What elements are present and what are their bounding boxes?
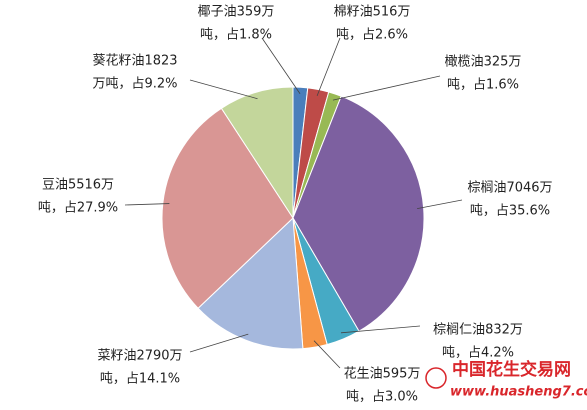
leader-line: [332, 75, 441, 101]
leader-line: [261, 37, 301, 94]
pie-slice: [292, 95, 425, 332]
leader-line: [313, 340, 341, 369]
data-label: 吨，占1.6%: [447, 78, 519, 93]
leader-line: [417, 199, 463, 210]
data-label: 橄榄油325万: [445, 54, 522, 70]
pie-slice: [220, 86, 294, 220]
data-label: 棉籽油516万: [334, 5, 411, 20]
data-label: 万吨，占9.2%: [92, 77, 177, 92]
data-label: 吨，占2.6%: [336, 28, 408, 43]
pie-slice: [197, 216, 304, 350]
data-label: 豆油5516万: [42, 178, 114, 193]
data-label: 菜籽油2790万: [97, 349, 182, 364]
data-label: 花生油595万: [344, 366, 421, 382]
data-label: 吨，占1.8%: [200, 28, 272, 43]
watermark-logo: [425, 367, 447, 389]
leader-line: [316, 37, 341, 97]
leader-line: [189, 79, 258, 100]
data-label: 棕榈油7046万: [467, 181, 552, 196]
leader-line: [189, 333, 249, 353]
data-label: 棕榈仁油832万: [433, 323, 523, 338]
leader-line: [124, 203, 170, 206]
data-label: 吨，占27.9%: [38, 201, 118, 216]
watermark-title: 中国花生交易网: [452, 359, 571, 380]
data-label: 吨，占4.2%: [442, 346, 514, 361]
data-label: 吨，占3.0%: [346, 390, 418, 405]
data-label: 吨，占35.6%: [470, 204, 550, 219]
leader-line: [340, 325, 421, 334]
watermark-url: www.huasheng7.com: [450, 385, 587, 400]
data-label: 吨，占14.1%: [100, 372, 180, 387]
data-label: 椰子油359万: [198, 5, 275, 20]
pie-slice: [161, 107, 294, 309]
data-label: 葵花籽油1823: [92, 53, 177, 69]
